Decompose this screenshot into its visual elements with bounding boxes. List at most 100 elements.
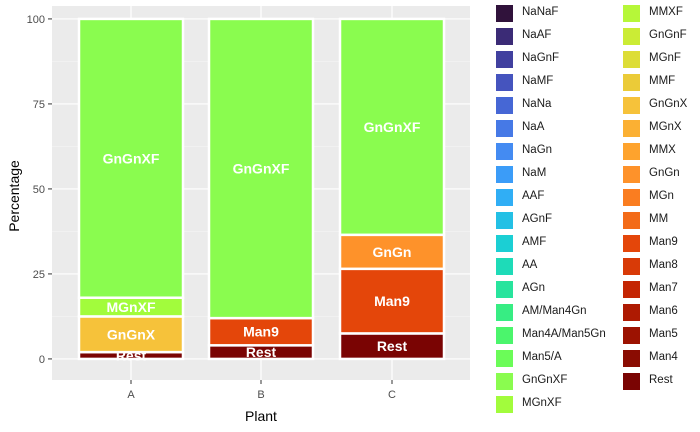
legend-label: GnGnXF: [522, 374, 568, 386]
legend-item: MGnF: [621, 48, 700, 71]
legend-item: NaGn: [494, 140, 614, 163]
legend-label: MGnF: [649, 52, 681, 64]
legend-label: NaNaF: [522, 6, 559, 18]
legend-swatch: [496, 350, 513, 367]
legend-item: AGn: [494, 278, 614, 301]
legend-item: AM/Man4Gn: [494, 301, 614, 324]
legend-item: GnGnX: [621, 94, 700, 117]
legend-item: Man5/A: [494, 347, 614, 370]
legend-item: Man8: [621, 255, 700, 278]
legend-item: Man9: [621, 232, 700, 255]
bar-segment: [207, 316, 315, 347]
legend-item: NaM: [494, 163, 614, 186]
legend-item: MM: [621, 209, 700, 232]
legend-label: AM/Man4Gn: [522, 305, 587, 317]
legend-swatch: [623, 120, 640, 137]
legend-label: MMXF: [649, 6, 683, 18]
legend-label: GnGn: [649, 167, 680, 179]
legend-swatch: [623, 235, 640, 252]
x-axis: A B C: [127, 380, 396, 401]
legend-label: AAF: [522, 190, 545, 202]
legend-item: MGnX: [621, 117, 700, 140]
legend-label: MGn: [649, 190, 674, 202]
legend-item: Man5: [621, 324, 700, 347]
legend-swatch: [623, 212, 640, 229]
legend-item: GnGnXF: [494, 370, 614, 393]
legend-item: Man4A/Man5Gn: [494, 324, 614, 347]
legend-label: GnGnF: [649, 29, 687, 41]
legend-item: Man7: [621, 278, 700, 301]
x-axis-title: Plant: [245, 408, 277, 424]
legend-item: Man6: [621, 301, 700, 324]
segment-label: Rest: [116, 348, 147, 364]
x-tick-label: A: [127, 389, 135, 401]
legend-label: NaGn: [522, 144, 553, 156]
legend-label: NaAF: [522, 29, 552, 41]
segment-label: GnGnX: [107, 326, 156, 342]
legend-item: GnGn: [621, 163, 700, 186]
legend-item: GnGnF: [621, 25, 700, 48]
legend-swatch: [623, 304, 640, 321]
legend-label: Man5/A: [522, 351, 562, 363]
segment-label: GnGn: [373, 244, 412, 260]
x-tick-label: C: [388, 389, 396, 401]
legend-swatch: [496, 74, 513, 91]
legend-swatch: [496, 28, 513, 45]
bar-segment: [207, 17, 315, 320]
legend-label: MMF: [649, 75, 676, 87]
legend-swatch: [496, 327, 513, 344]
legend-item: AGnF: [494, 209, 614, 232]
legend-label: AGn: [522, 282, 546, 294]
bar-segment: [338, 267, 446, 335]
bar-segment: [338, 233, 446, 271]
legend-item: Man4: [621, 347, 700, 370]
segment-label: GnGnXF: [364, 119, 421, 135]
legend-swatch: [496, 189, 513, 206]
y-tick-label: 0: [39, 354, 45, 366]
legend-item: NaNaF: [494, 2, 614, 25]
legend-item: NaAF: [494, 25, 614, 48]
legend-item: MGnXF: [494, 393, 614, 416]
segment-label: Rest: [377, 338, 408, 354]
legend-item: NaA: [494, 117, 614, 140]
stacked-bar-chart: Rest GnGnX MGnXF GnGnXF Rest Man9 GnGnXF Rest Ma…: [6, 6, 470, 424]
y-tick-label: 25: [33, 269, 45, 281]
legend-label: AA: [522, 259, 538, 271]
bar-segment: [77, 17, 185, 299]
legend-item: AMF: [494, 232, 614, 255]
legend-label: AMF: [522, 236, 547, 248]
legend-swatch: [496, 5, 513, 22]
legend-swatch: [623, 281, 640, 298]
bar-segment: [338, 17, 446, 237]
legend-swatch: [623, 258, 640, 275]
legend-label: AGnF: [522, 213, 553, 225]
legend-item: NaMF: [494, 71, 614, 94]
legend-swatch: [623, 350, 640, 367]
legend-swatch: [623, 166, 640, 183]
legend-label: Man5: [649, 328, 678, 340]
legend-item: MGn: [621, 186, 700, 209]
legend-swatch: [623, 143, 640, 160]
legend-swatch: [496, 143, 513, 160]
legend-label: Man4: [649, 351, 678, 363]
segment-label: Man9: [243, 324, 279, 340]
chart-legend: NaNaF NaAF NaGnF NaMF NaNa NaA NaGn NaM AAF AGnF A…: [494, 2, 700, 422]
legend-item: MMF: [621, 71, 700, 94]
legend-label: Man7: [649, 282, 678, 294]
legend-swatch: [496, 396, 513, 413]
legend-item: AA: [494, 255, 614, 278]
legend-label: MM: [649, 213, 669, 225]
legend-item: MMX: [621, 140, 700, 163]
legend-swatch: [623, 189, 640, 206]
x-tick-label: B: [257, 389, 264, 401]
y-axis-title: Percentage: [6, 160, 22, 232]
legend-label: MGnXF: [522, 397, 562, 409]
segment-label: Man9: [374, 293, 410, 309]
legend-swatch: [496, 281, 513, 298]
legend-swatch: [623, 327, 640, 344]
segment-label: Rest: [246, 344, 277, 360]
legend-label: NaGnF: [522, 52, 560, 64]
bar-stacks: [77, 17, 446, 361]
legend-label: NaNa: [522, 98, 552, 110]
legend-swatch: [623, 74, 640, 91]
